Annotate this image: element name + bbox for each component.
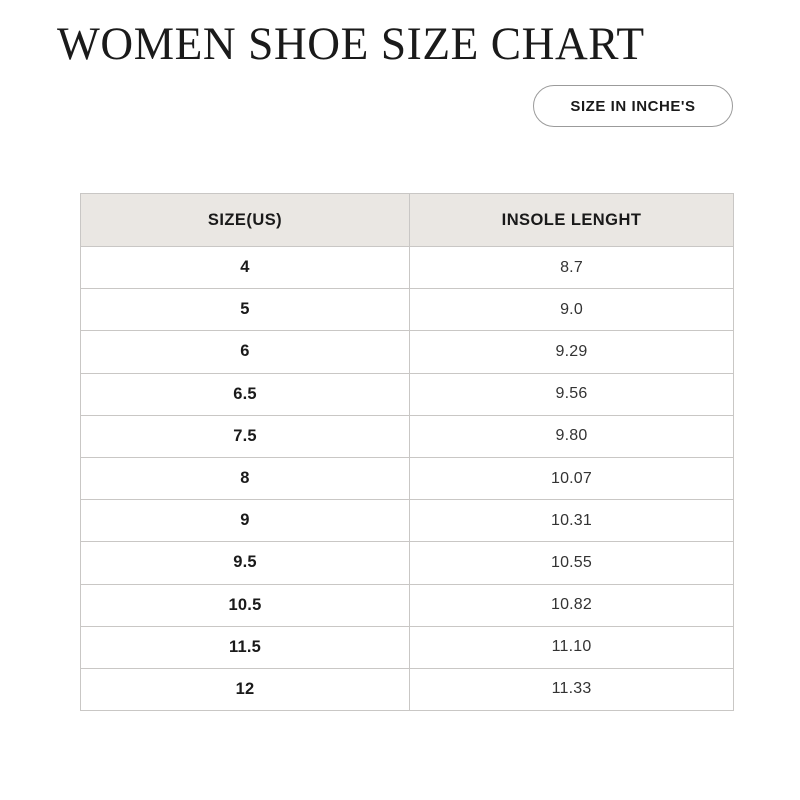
- cell-size: 12: [80, 667, 410, 712]
- table-row: 7.5 9.80: [80, 414, 734, 458]
- unit-badge[interactable]: SIZE IN INCHE'S: [533, 85, 733, 127]
- cell-size: 6: [80, 330, 410, 374]
- size-chart-table: SIZE(US) INSOLE LENGHT 4 8.7 5 9.0 6 9.29 6.5 9…: [80, 193, 734, 712]
- cell-size: 7.5: [80, 414, 410, 458]
- table-body: 4 8.7 5 9.0 6 9.29 6.5 9.56 7.5 9.80 8 10.07 9 10.31 9…: [80, 245, 734, 712]
- cell-insole-length: 8.7: [409, 245, 734, 290]
- page-title: WOMEN SHOE SIZE CHART: [57, 18, 645, 70]
- table-header-row: SIZE(US) INSOLE LENGHT: [80, 193, 734, 247]
- table-row: 5 9.0: [80, 288, 734, 332]
- cell-insole-length: 10.55: [409, 541, 734, 585]
- cell-size: 9: [80, 499, 410, 543]
- unit-badge-label: SIZE IN INCHE'S: [570, 97, 696, 115]
- cell-insole-length: 11.10: [409, 625, 734, 669]
- table-row: 11.5 11.10: [80, 625, 734, 669]
- table-row: 6 9.29: [80, 330, 734, 374]
- cell-size: 10.5: [80, 583, 410, 627]
- table-row: 6.5 9.56: [80, 372, 734, 416]
- cell-size: 9.5: [80, 541, 410, 585]
- cell-insole-length: 9.80: [409, 414, 734, 458]
- table-row: 4 8.7: [80, 245, 734, 290]
- table-row: 10.5 10.82: [80, 583, 734, 627]
- table-row: 9 10.31: [80, 499, 734, 543]
- table-header: SIZE(US) INSOLE LENGHT: [80, 193, 734, 247]
- column-header-size: SIZE(US): [80, 193, 410, 247]
- table-row: 8 10.07: [80, 456, 734, 501]
- cell-insole-length: 9.56: [409, 372, 734, 416]
- table-row: 9.5 10.55: [80, 541, 734, 585]
- cell-insole-length: 11.33: [409, 667, 734, 712]
- cell-size: 6.5: [80, 372, 410, 416]
- cell-size: 11.5: [80, 625, 410, 669]
- column-header-insole-length: INSOLE LENGHT: [409, 193, 734, 247]
- table-row: 12 11.33: [80, 667, 734, 712]
- cell-size: 4: [80, 245, 410, 290]
- cell-size: 5: [80, 288, 410, 332]
- cell-insole-length: 10.82: [409, 583, 734, 627]
- cell-insole-length: 9.29: [409, 330, 734, 374]
- size-chart-table-container: SIZE(US) INSOLE LENGHT 4 8.7 5 9.0 6 9.29 6.5 9…: [80, 193, 734, 712]
- cell-insole-length: 10.31: [409, 499, 734, 543]
- cell-insole-length: 9.0: [409, 288, 734, 332]
- cell-size: 8: [80, 456, 410, 501]
- cell-insole-length: 10.07: [409, 456, 734, 501]
